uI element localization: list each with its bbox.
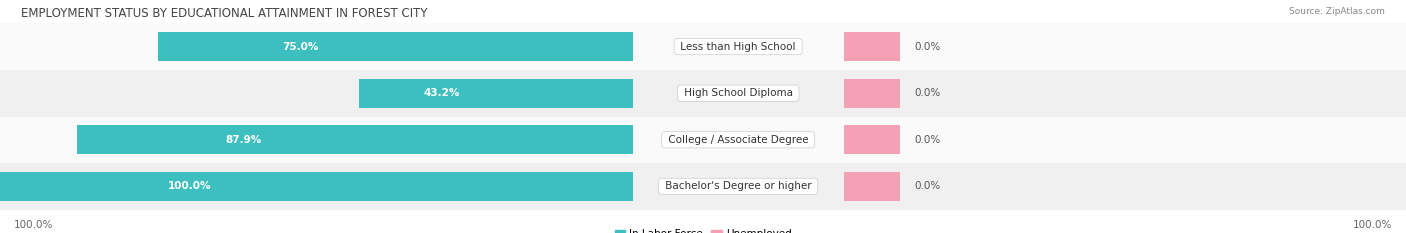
Text: 0.0%: 0.0% (914, 182, 941, 191)
Text: High School Diploma: High School Diploma (681, 88, 796, 98)
Bar (844, 32, 900, 61)
Bar (360, 79, 633, 108)
Text: Bachelor's Degree or higher: Bachelor's Degree or higher (662, 182, 814, 191)
Text: 43.2%: 43.2% (423, 88, 460, 98)
Text: 0.0%: 0.0% (914, 42, 941, 51)
Bar (0, 172, 633, 201)
Bar (844, 79, 900, 108)
Bar (159, 32, 633, 61)
Bar (0, 116, 1406, 163)
Text: 100.0%: 100.0% (14, 220, 53, 230)
Text: 87.9%: 87.9% (225, 135, 262, 145)
Text: Less than High School: Less than High School (678, 42, 799, 51)
Bar (76, 125, 633, 154)
Text: 0.0%: 0.0% (914, 135, 941, 145)
Bar (0, 23, 1406, 70)
Text: 100.0%: 100.0% (1353, 220, 1392, 230)
Text: 75.0%: 75.0% (283, 42, 319, 51)
Bar (0, 70, 1406, 116)
Text: College / Associate Degree: College / Associate Degree (665, 135, 811, 145)
Text: 100.0%: 100.0% (169, 182, 211, 191)
Text: EMPLOYMENT STATUS BY EDUCATIONAL ATTAINMENT IN FOREST CITY: EMPLOYMENT STATUS BY EDUCATIONAL ATTAINM… (21, 7, 427, 20)
Bar (0, 163, 1406, 210)
Text: Source: ZipAtlas.com: Source: ZipAtlas.com (1289, 7, 1385, 16)
Bar (844, 125, 900, 154)
Text: 0.0%: 0.0% (914, 88, 941, 98)
Bar (844, 172, 900, 201)
Legend: In Labor Force, Unemployed: In Labor Force, Unemployed (614, 230, 792, 233)
